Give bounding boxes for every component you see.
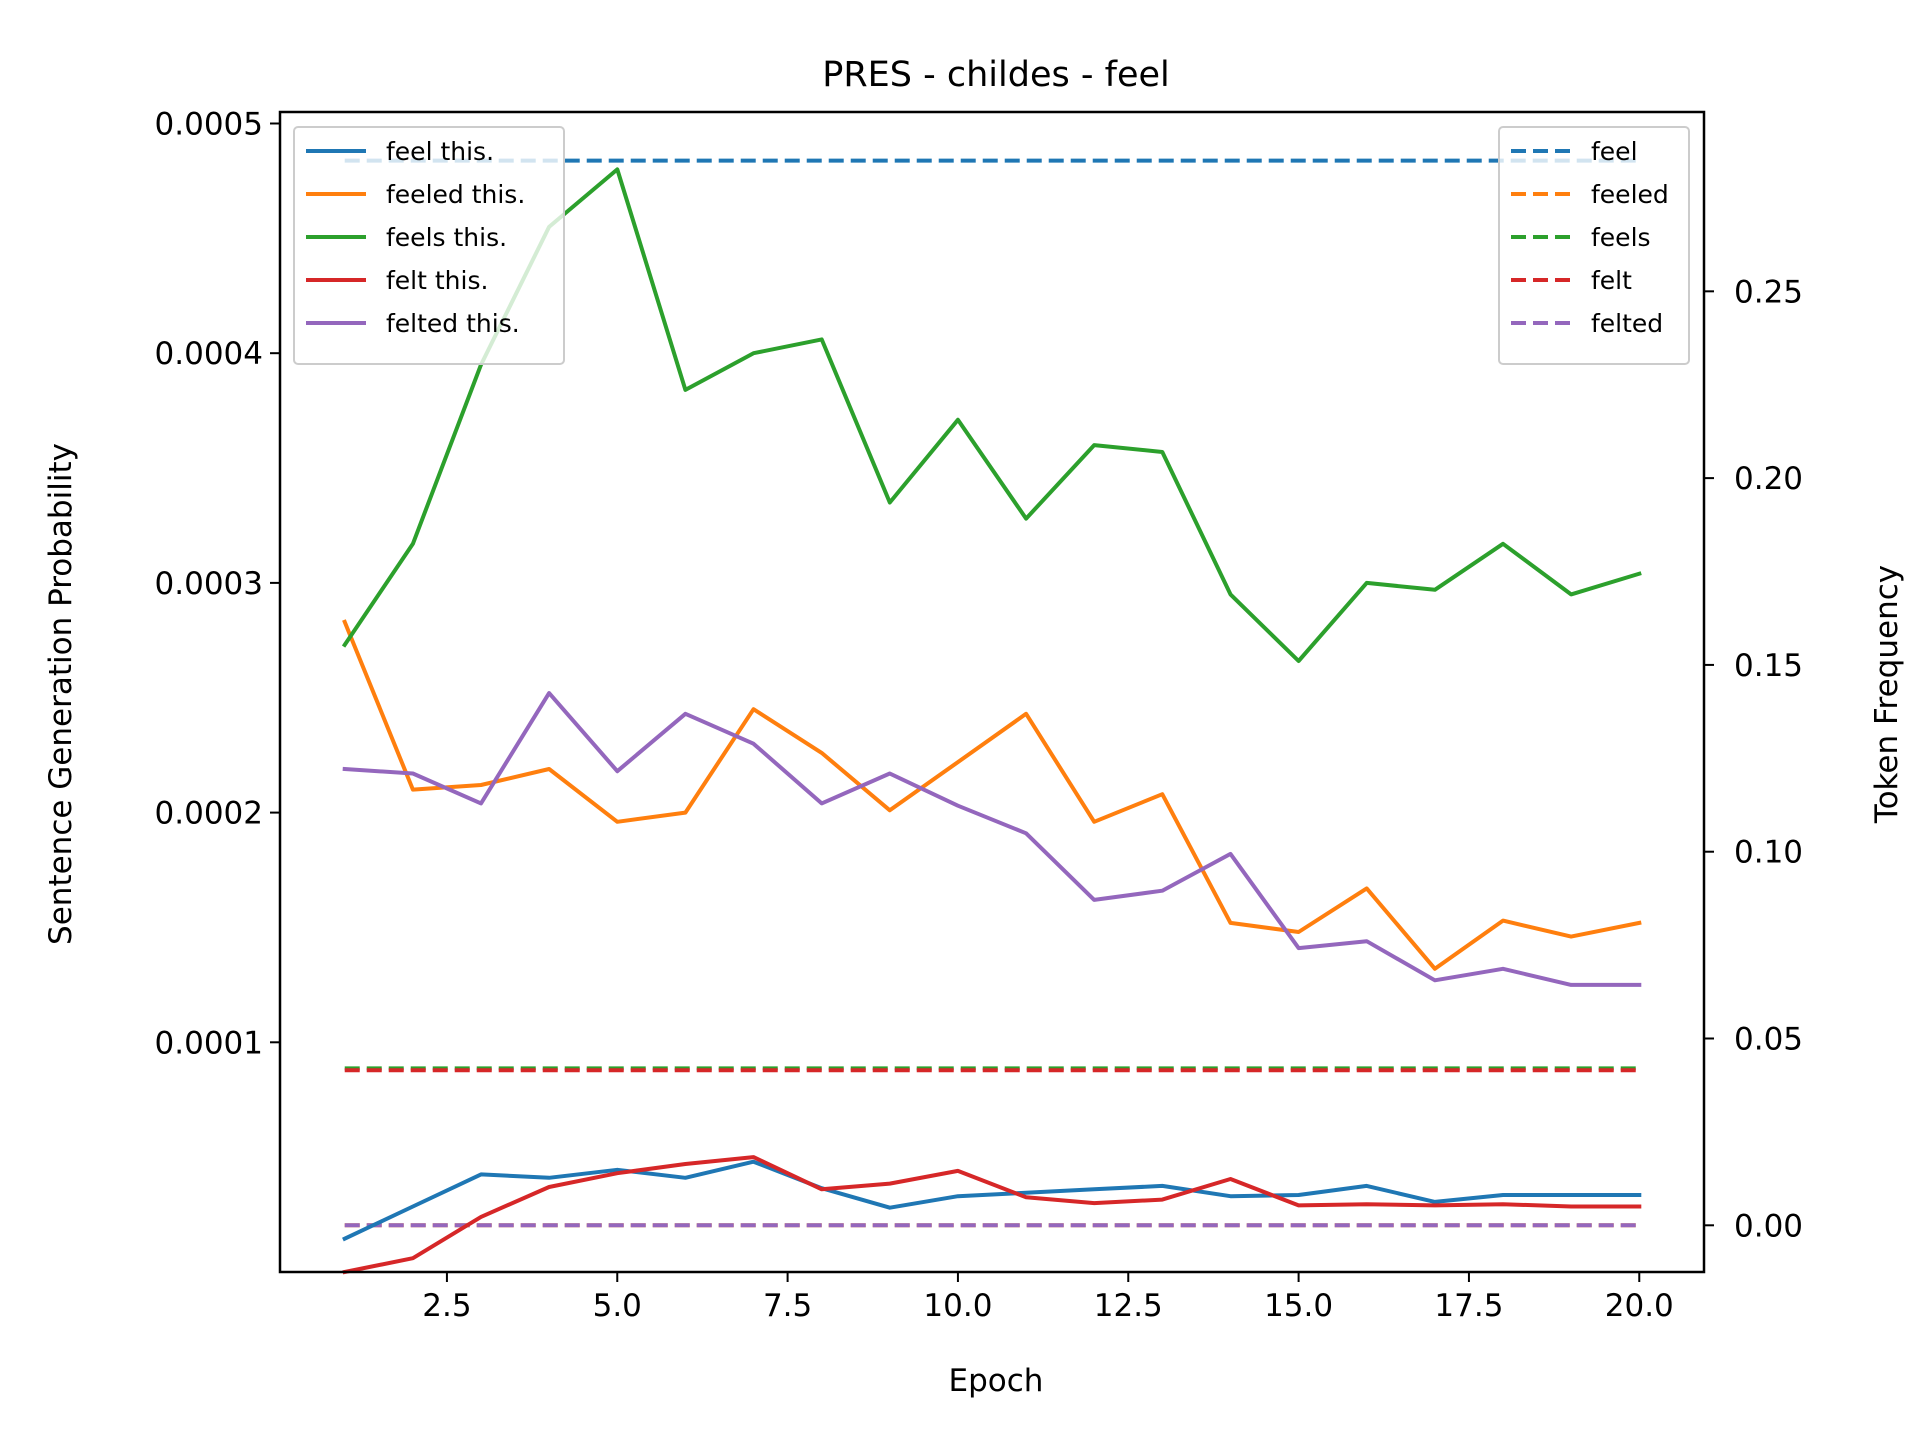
plot-frame (278, 110, 1706, 1274)
y-tick-label-right: 0.20 (1734, 461, 1803, 497)
x-tick-label: 2.5 (422, 1288, 471, 1324)
y-tick-label-right: 0.25 (1734, 274, 1803, 310)
y-tick-label-left: 0.0004 (155, 336, 263, 372)
series-line-felted-this (342, 691, 1642, 987)
chart-title: PRES - childes - feel (822, 55, 1170, 95)
x-tick-label: 20.0 (1605, 1288, 1674, 1324)
x-tick-label: 7.5 (763, 1288, 812, 1324)
x-axis-label: Epoch (949, 1363, 1044, 1399)
legend-label-feeled-this: feeled this. (386, 180, 525, 209)
legend-label-feeled: feeled (1591, 180, 1669, 209)
y-tick-label-right: 0.15 (1734, 648, 1803, 684)
legend-left-box (293, 126, 565, 365)
legend-label-feel-this: feel this. (386, 137, 494, 166)
series-line-feeled-this (342, 619, 1642, 971)
legend-left: feel this. feeled this. feels this. felt th… (293, 126, 565, 365)
legend-label-feels: feels (1591, 223, 1651, 252)
y-tick-label-right: 0.10 (1734, 835, 1803, 871)
legend-label-feels-this: feels this. (386, 223, 507, 252)
legend-label-felt: felt (1591, 266, 1632, 295)
legend-right-box (1498, 126, 1690, 365)
series-line-feel-this (342, 1159, 1642, 1242)
legend-right: feel feeled feels felt felted (1498, 126, 1690, 365)
axes: 2.5 5.0 7.5 10.0 12.5 15.0 17.5 20.00.00010.000… (155, 106, 1804, 1324)
y-axis-label-right: Token Frequency (1869, 565, 1905, 824)
y-tick-label-left: 0.0002 (155, 796, 263, 832)
legend-label-felted: felted (1591, 309, 1663, 338)
y-tick-label-left: 0.0001 (155, 1025, 263, 1061)
y-tick-label-right: 0.05 (1734, 1022, 1803, 1058)
x-tick-label: 15.0 (1264, 1288, 1333, 1324)
legend-label-feel: feel (1591, 137, 1638, 166)
x-tick-label: 17.5 (1434, 1288, 1503, 1324)
y-axis-label-left: Sentence Generation Probability (43, 443, 79, 945)
legend-label-felted-this: felted this. (386, 309, 520, 338)
series-line-felt-this (342, 1155, 1642, 1275)
y-tick-label-right: 0.00 (1734, 1208, 1803, 1244)
legend-label-felt-this: felt this. (386, 266, 488, 295)
x-tick-label: 12.5 (1094, 1288, 1163, 1324)
x-tick-label: 5.0 (593, 1288, 642, 1324)
y-tick-label-left: 0.0003 (155, 566, 263, 602)
x-tick-label: 10.0 (923, 1288, 992, 1324)
y-tick-label-left: 0.0005 (155, 106, 263, 142)
